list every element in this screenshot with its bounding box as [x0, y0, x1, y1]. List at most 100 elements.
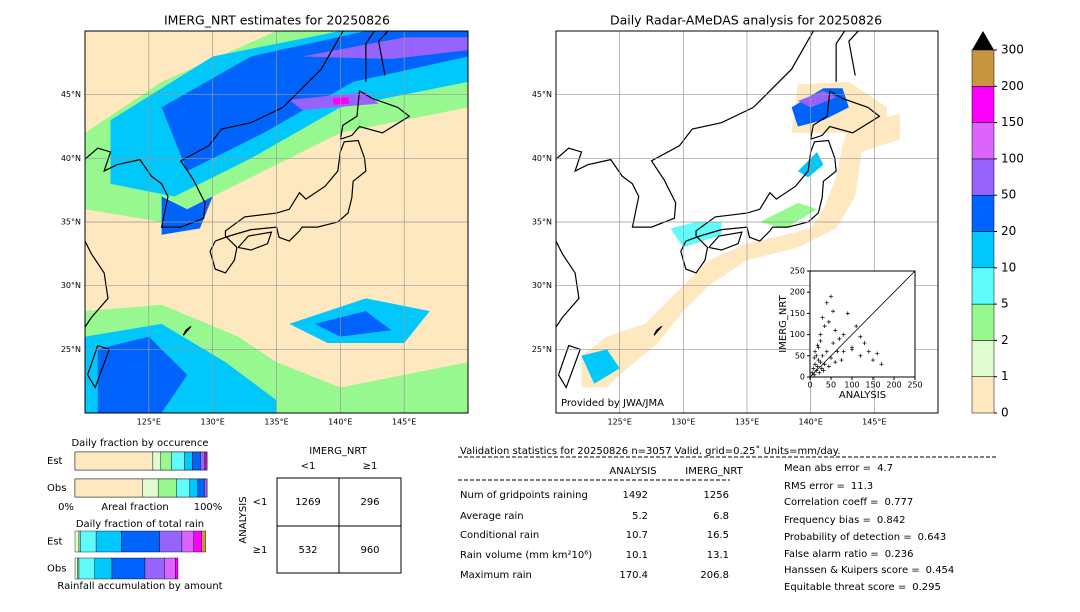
coastline — [339, 89, 411, 140]
point — [814, 353, 819, 358]
map-frame — [84, 30, 469, 414]
coastline — [848, 31, 860, 76]
stat-label: Num of gridpoints raining — [460, 490, 588, 501]
point — [833, 360, 838, 365]
colorbar-label: 150 — [1001, 115, 1024, 129]
rain-area — [314, 311, 392, 337]
score: Frequency bias = 0.842 — [784, 515, 906, 526]
bar-segment — [171, 451, 185, 471]
row-label: Est — [47, 537, 63, 548]
stat-label: Maximum rain — [460, 570, 532, 581]
y-tick-label: 200 — [790, 288, 805, 297]
point — [815, 364, 820, 369]
point — [818, 338, 823, 343]
lat-tick-label: 25°N — [532, 345, 552, 354]
colorbar-segment — [971, 303, 995, 341]
coastline — [810, 89, 881, 140]
lat-tick-label: 35°N — [61, 218, 81, 227]
lat-tick-label: 30°N — [532, 281, 552, 290]
bar-segment — [74, 478, 143, 498]
lon-tick-label: 135°E — [735, 418, 759, 427]
point — [850, 347, 854, 352]
score: Equitable threat score = 0.295 — [784, 582, 941, 593]
point — [820, 353, 825, 358]
bar-segment — [74, 530, 80, 553]
table-title: ANALYSIS — [238, 496, 249, 543]
point — [822, 324, 827, 329]
score: Probability of detection = 0.643 — [784, 532, 946, 543]
score-label: Correlation coeff = — [784, 497, 879, 508]
bar-segment — [181, 530, 194, 553]
point — [837, 336, 842, 341]
rain-area — [302, 37, 468, 60]
lat-tick-label: 35°N — [532, 218, 552, 227]
bar-segment — [192, 451, 201, 471]
coastline — [708, 231, 743, 251]
point — [858, 353, 863, 358]
x-tick-label: 250 — [907, 381, 922, 390]
point — [821, 368, 826, 373]
stats-header: Validation statistics for 20250826 n=305… — [460, 445, 840, 457]
rain-area — [161, 196, 213, 235]
point — [839, 358, 844, 363]
stat-value: 13.1 — [707, 550, 729, 561]
stat-value: 16.5 — [707, 530, 729, 541]
score-value: 0.295 — [912, 582, 941, 593]
point — [824, 300, 829, 305]
coastline — [835, 31, 846, 82]
colorbar-label: 2 — [1001, 333, 1009, 347]
x-tick-label: 0 — [807, 381, 812, 390]
bar-segment — [160, 451, 172, 471]
lon-tick-label: 130°E — [201, 418, 225, 427]
score-value: 0.643 — [918, 532, 947, 543]
point — [817, 370, 822, 375]
coastline — [680, 139, 837, 274]
rain-area — [332, 97, 350, 105]
rain-area — [97, 336, 188, 413]
stat-label: Average rain — [460, 511, 524, 522]
cell: 532 — [298, 545, 317, 556]
score-value: 4.7 — [877, 463, 893, 474]
bar-segment — [201, 530, 206, 553]
colorbar-segment — [971, 122, 995, 160]
row-label: ≥1 — [253, 545, 268, 556]
point — [813, 362, 818, 367]
coastline — [85, 31, 344, 228]
diagonal — [809, 270, 916, 378]
lon-tick-label: 145°E — [392, 418, 416, 427]
axis-label: Areal fraction — [101, 502, 168, 513]
tick-label: 100% — [194, 502, 223, 513]
col-label: <1 — [301, 461, 316, 472]
panel-title: Daily fraction of total rain — [76, 519, 204, 530]
point — [824, 349, 829, 354]
rain-area — [581, 113, 900, 388]
cell: 1269 — [295, 497, 320, 508]
lat-tick-label: 40°N — [61, 154, 81, 163]
point — [829, 355, 833, 360]
colorbar-label: 200 — [1001, 79, 1024, 93]
point — [812, 372, 817, 377]
point — [829, 294, 833, 299]
colorbar-extend — [972, 31, 994, 50]
lat-tick-label: 45°N — [61, 90, 81, 99]
coastline — [556, 31, 815, 228]
score-label: Hanssen & Kuipers score = — [784, 565, 920, 576]
bar-segment — [175, 557, 179, 580]
score-value: 0.842 — [877, 515, 906, 526]
lon-tick-label: 135°E — [264, 418, 288, 427]
lon-tick-label: 125°E — [608, 418, 632, 427]
bar-segment — [184, 451, 193, 471]
colorbar-label: 0 — [1001, 406, 1009, 420]
colorbar-label: 20 — [1001, 224, 1016, 238]
bar-segment — [152, 451, 162, 471]
score: Hanssen & Kuipers score = 0.454 — [784, 565, 954, 576]
col-header: ANALYSIS — [609, 466, 656, 477]
colorbar-segment — [971, 158, 995, 196]
point — [826, 364, 831, 369]
point — [879, 362, 884, 367]
y-tick-label: 150 — [790, 309, 805, 318]
bar-segment — [197, 478, 205, 498]
stat-value: 5.2 — [632, 511, 648, 522]
point — [831, 341, 836, 346]
